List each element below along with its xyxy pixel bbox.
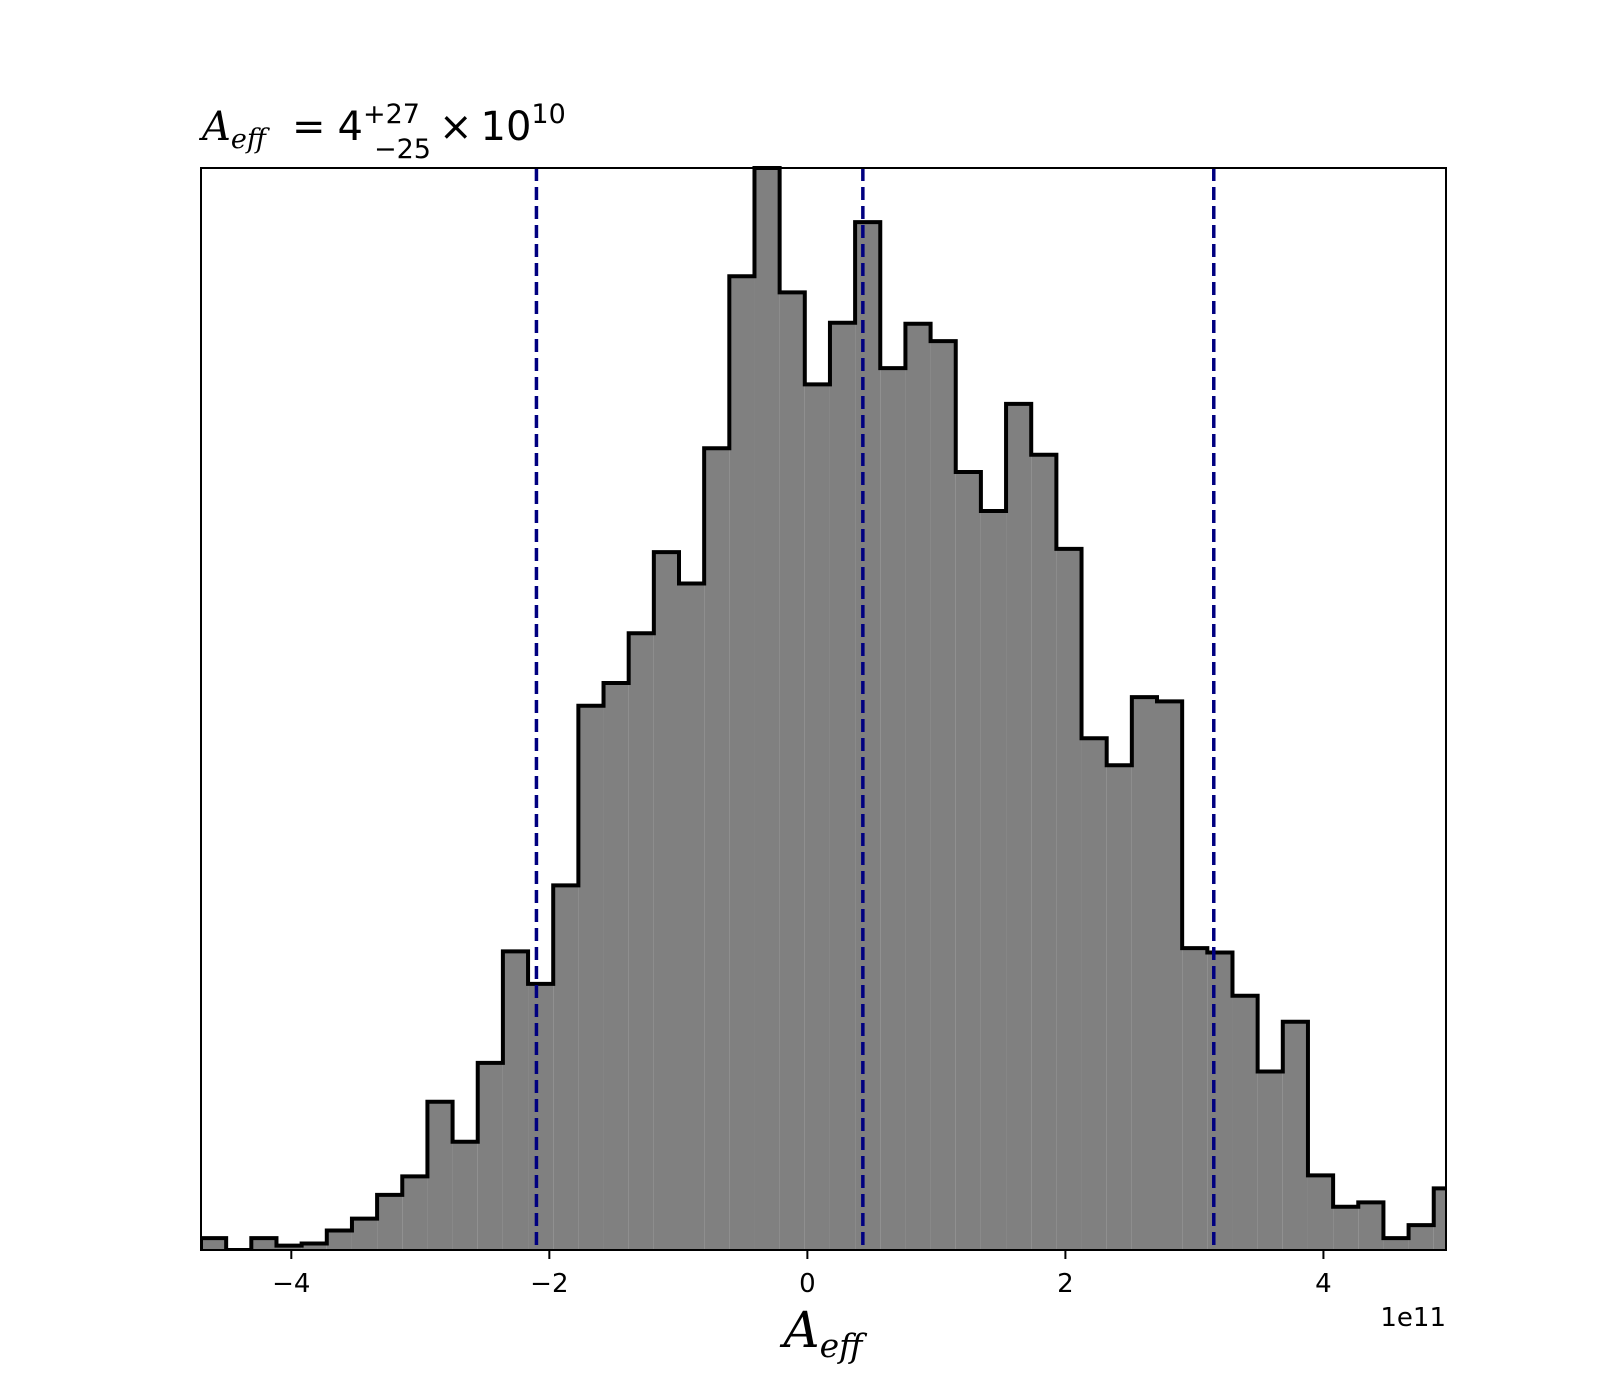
histogram-bar [829,322,856,1250]
histogram-bar [1257,1071,1283,1250]
histogram-bar [301,1243,327,1250]
histogram-bar [679,583,705,1250]
title-base: 10 [481,104,532,150]
title-symbol: A [198,104,231,150]
histogram-bar [326,1230,352,1250]
histogram-bar [930,341,956,1250]
histogram-bar [1157,701,1183,1250]
histogram-bar [528,983,554,1250]
histogram-bar [1182,948,1208,1250]
histogram-bar [452,1141,478,1250]
histogram-bar [1282,1021,1308,1250]
chart-title: Aeff = 4+27 −25 × 1010 [198,99,566,165]
histogram-bar [754,168,780,1250]
histogram-bar [880,368,906,1250]
x-axis-label: Aeff [779,1301,868,1365]
x-tick-label: 0 [799,1269,816,1299]
histogram-bar [955,472,981,1250]
histogram-bar [1383,1238,1409,1250]
quantile-lines [534,168,1216,1250]
histogram-bar [1408,1225,1434,1250]
histogram-bar [402,1176,428,1250]
histogram-bar [905,323,931,1250]
histogram-bar [653,552,680,1250]
histogram-bar [427,1101,453,1250]
histogram-bar [779,292,805,1250]
title-median: 4 [338,104,363,150]
histogram-bar [1031,454,1057,1250]
title-times: × [439,104,473,150]
histogram-bar [980,510,1007,1250]
histogram-outline [201,166,1446,1250]
histogram-bar [276,1245,302,1250]
histogram-bar [201,1238,227,1250]
histogram-bar [1433,1188,1446,1250]
histogram-bar [729,276,755,1250]
x-tick-label: −4 [272,1269,310,1299]
x-axis-offset-text: 1e11 [1380,1303,1446,1333]
histogram-bar [855,222,881,1250]
title-lower-error: −25 [374,134,431,165]
x-tick-label: 4 [1315,1269,1332,1299]
title-upper-error: +27 [363,99,420,130]
title-symbol-subscript: eff [231,124,270,155]
histogram-bar [1358,1202,1384,1250]
histogram-bar [1333,1206,1359,1250]
histogram-bars [201,166,1446,1250]
histogram-bar [1006,403,1032,1250]
x-axis-label-subscript: eff [820,1326,869,1365]
histogram-bar [1207,952,1233,1250]
histogram-bar [804,384,830,1250]
histogram-bar [502,951,529,1250]
histogram-bar [628,633,654,1250]
histogram-bar [1131,697,1158,1250]
title-equals: = [292,104,326,150]
plot-frame [200,167,1447,1251]
histogram-bar [704,448,730,1250]
histogram-bar [1232,995,1258,1250]
histogram-bar [1081,738,1107,1250]
histogram-bar [351,1218,378,1250]
x-axis-ticks: −4 −2 0 2 4 [272,1250,1332,1299]
title-exponent: 10 [531,99,565,130]
x-tick-label: 2 [1057,1269,1074,1299]
histogram-bar [603,683,629,1250]
histogram-bar [578,705,604,1250]
histogram-bar [377,1194,403,1250]
histogram-bar [553,885,579,1250]
histogram-bar [477,1062,503,1250]
histogram-bar [251,1238,277,1250]
histogram-bar [1056,548,1082,1250]
histogram-bar [1307,1175,1334,1250]
x-axis-label-symbol: A [779,1301,819,1359]
histogram-bar [1106,765,1132,1250]
x-tick-label: −2 [530,1269,568,1299]
